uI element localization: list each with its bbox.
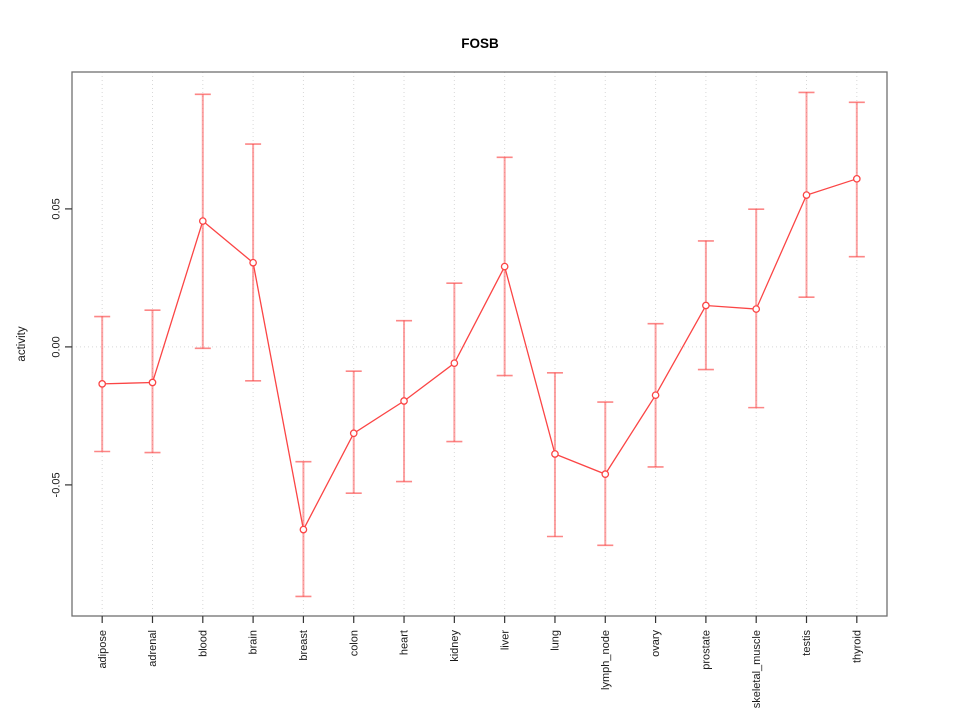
data-point-marker [98,380,107,388]
chart-title: FOSB [461,36,499,51]
y-axis-label: activity [16,326,28,361]
data-line [102,178,858,532]
x-tick-label: lymph_node [600,630,612,690]
x-tick-label: thyroid [851,630,863,663]
x-tick-label: brain [248,630,260,654]
data-point-marker [752,305,761,313]
x-tick-label: liver [499,630,511,651]
data-point-marker [400,397,408,405]
x-tick-label: prostate [701,630,713,670]
data-point-marker [802,191,811,199]
x-tick-label: blood [197,630,209,657]
plot-border [71,71,888,617]
data-point-marker [500,262,509,271]
x-tick-label: lung [550,630,562,651]
data-point-marker [651,391,660,400]
y-tick-label: 0.05 [51,198,63,219]
data-point-marker [349,429,358,438]
x-tick-label: adipose [97,630,109,669]
data-point-marker [852,174,861,183]
x-tick-label: ovary [650,630,662,657]
x-tick-label: skeletal_muscle [751,630,763,708]
data-point-marker [450,359,459,368]
data-point-marker [249,258,257,267]
x-tick-label: kidney [449,630,461,662]
y-tick-label: -0.05 [51,472,63,497]
x-tick-label: heart [399,630,411,655]
y-tick-label: 0.00 [51,336,63,357]
data-point-marker [601,470,610,478]
x-tick-label: testis [801,630,813,656]
x-tick-label: colon [348,630,360,656]
x-tick-label: adrenal [147,630,159,667]
x-tick-label: breast [298,630,310,661]
data-point-marker [198,217,207,225]
data-point-marker [702,301,710,310]
data-point-marker [551,450,559,458]
data-point-marker [148,378,157,387]
data-point-marker [299,525,308,534]
